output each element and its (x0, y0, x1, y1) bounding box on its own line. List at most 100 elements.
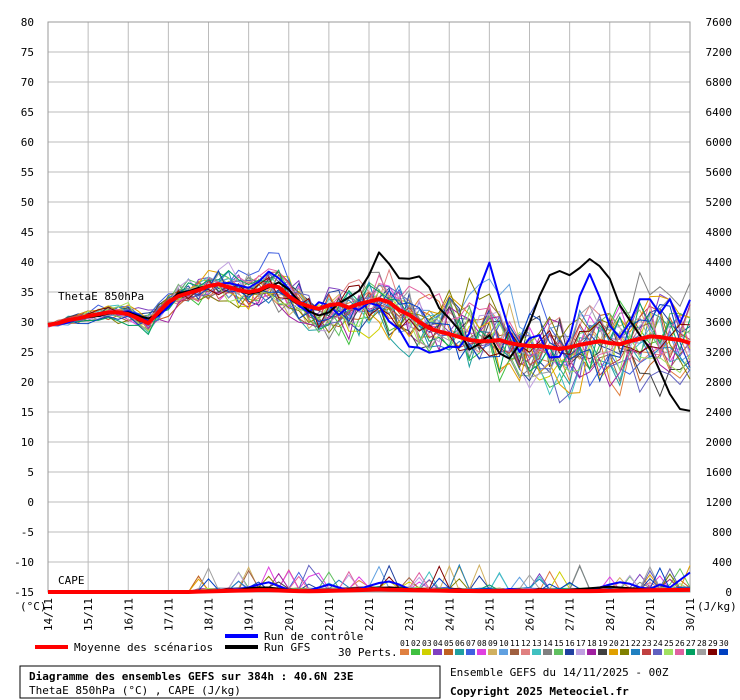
copyright: Copyright 2025 Meteociel.fr (450, 685, 629, 698)
y-right-tick-label: 3600 (706, 316, 733, 329)
legend-pert-swatch (510, 649, 519, 655)
y-left-tick-label: 45 (21, 226, 34, 239)
mean-cape-line (48, 587, 691, 594)
legend-pert-number: 11 (510, 639, 520, 648)
y-left-tick-label: 50 (21, 196, 34, 209)
y-right-tick-label: 4400 (706, 256, 733, 269)
main-series (47, 251, 691, 594)
y-right-tick-label: 1200 (706, 496, 733, 509)
x-tick-label: 26/11 (524, 598, 537, 631)
legend-pert-swatch (664, 649, 673, 655)
x-tick-label: 30/11 (684, 598, 697, 631)
legend-pert-number: 22 (631, 639, 641, 648)
y-right-tick-label: 1600 (706, 466, 733, 479)
y-left-tick-label: 70 (21, 76, 34, 89)
y-left-tick-label: 20 (21, 376, 34, 389)
y-left-tick-label: 65 (21, 106, 34, 119)
legend-pert-swatch (466, 649, 475, 655)
x-tick-label: 25/11 (483, 598, 496, 631)
legend-pert-swatch (598, 649, 607, 655)
x-tick-label: 22/11 (363, 598, 376, 631)
x-tick-label: 20/11 (283, 598, 296, 631)
legend-pert-number: 13 (532, 639, 542, 648)
x-tick-label: 16/11 (122, 598, 135, 631)
y-left-tick-label: 0 (27, 496, 34, 509)
legend-pert-swatch (532, 649, 541, 655)
y-left-tick-label: 15 (21, 406, 34, 419)
legend: Moyenne des scénarios Run de contrôle Ru… (35, 630, 729, 659)
legend-pert-swatch (565, 649, 574, 655)
x-tick-label: 21/11 (323, 598, 336, 631)
thetae-panel-label: ThetaE 850hPa (58, 290, 144, 303)
legend-pert-swatch (422, 649, 431, 655)
x-tick-label: 17/11 (162, 598, 175, 631)
cape-panel-label: CAPE (58, 574, 85, 587)
legend-pert-number: 15 (554, 639, 564, 648)
y-left-tick-label: 25 (21, 346, 34, 359)
y-left-tick-label: 40 (21, 256, 34, 269)
legend-pert-number: 28 (697, 639, 707, 648)
legend-pert-number: 19 (598, 639, 608, 648)
x-tick-label: 27/11 (564, 598, 577, 631)
legend-pert-number: 07 (466, 639, 476, 648)
y-left-tick-label: 10 (21, 436, 34, 449)
chart-subtitle: ThetaE 850hPa (°C) , CAPE (J/kg) (29, 684, 241, 697)
x-tick-label: 19/11 (243, 598, 256, 631)
legend-pert-number: 16 (565, 639, 575, 648)
legend-pert-number: 24 (653, 639, 663, 648)
legend-control-label: Run de contrôle (264, 630, 363, 643)
chart-title: Diagramme des ensembles GEFS sur 384h : … (29, 670, 354, 683)
y-left-tick-label: 30 (21, 316, 34, 329)
x-tick-label: 23/11 (403, 598, 416, 631)
y-right-tick-label: 6400 (706, 106, 733, 119)
x-tick-label: 14/11 (42, 598, 55, 631)
legend-pert-number: 08 (477, 639, 487, 648)
legend-pert-number: 21 (620, 639, 630, 648)
y-right-tick-label: 2800 (706, 376, 733, 389)
y-right-tick-label: 6800 (706, 76, 733, 89)
y-right-tick-label: 6000 (706, 136, 733, 149)
y-right-unit: (J/kg) (697, 600, 737, 613)
legend-pert-number: 02 (411, 639, 421, 648)
legend-pert-number: 03 (422, 639, 432, 648)
run-label: Ensemble GEFS du 14/11/2025 - 00Z (450, 666, 669, 679)
y-right-tick-label: 7200 (706, 46, 733, 59)
y-right-tick-label: 5600 (706, 166, 733, 179)
y-left-tick-label: 5 (27, 466, 34, 479)
legend-pert-number: 04 (433, 639, 443, 648)
y-right-tick-label: 2000 (706, 436, 733, 449)
legend-pert-swatch (554, 649, 563, 655)
legend-pert-swatch (653, 649, 662, 655)
x-tick-label: 18/11 (203, 598, 216, 631)
y-right-tick-label: 800 (712, 526, 732, 539)
legend-pert-number: 29 (708, 639, 718, 648)
legend-pert-swatch (521, 649, 530, 655)
legend-pert-swatch (455, 649, 464, 655)
grid (47, 21, 691, 593)
x-tick-label: 28/11 (604, 598, 617, 631)
y-axis-right: 7600720068006400600056005200480044004000… (706, 16, 733, 599)
legend-pert-number: 20 (609, 639, 619, 648)
legend-pert-swatch (477, 649, 486, 655)
y-left-unit: (°C) (20, 600, 47, 613)
legend-pert-number: 17 (576, 639, 586, 648)
legend-pert-number: 12 (521, 639, 531, 648)
y-right-tick-label: 7600 (706, 16, 733, 29)
y-right-tick-label: 2400 (706, 406, 733, 419)
legend-pert-number: 09 (488, 639, 498, 648)
pert-line (47, 269, 691, 374)
legend-pert-number: 01 (400, 639, 410, 648)
y-left-tick-label: -15 (14, 586, 34, 599)
legend-pert-swatch (400, 649, 409, 655)
legend-pert-swatch (708, 649, 717, 655)
legend-pert-swatch (719, 649, 728, 655)
legend-pert-swatch (675, 649, 684, 655)
footer-box (19, 665, 441, 699)
legend-control-swatch (225, 634, 258, 638)
y-right-tick-label: 400 (712, 556, 732, 569)
x-axis: 14/11 15/11 16/11 17/11 18/11 19/11 20/11 21/11… (42, 598, 697, 631)
legend-pert-number: 14 (543, 639, 553, 648)
y-left-tick-label: 60 (21, 136, 34, 149)
